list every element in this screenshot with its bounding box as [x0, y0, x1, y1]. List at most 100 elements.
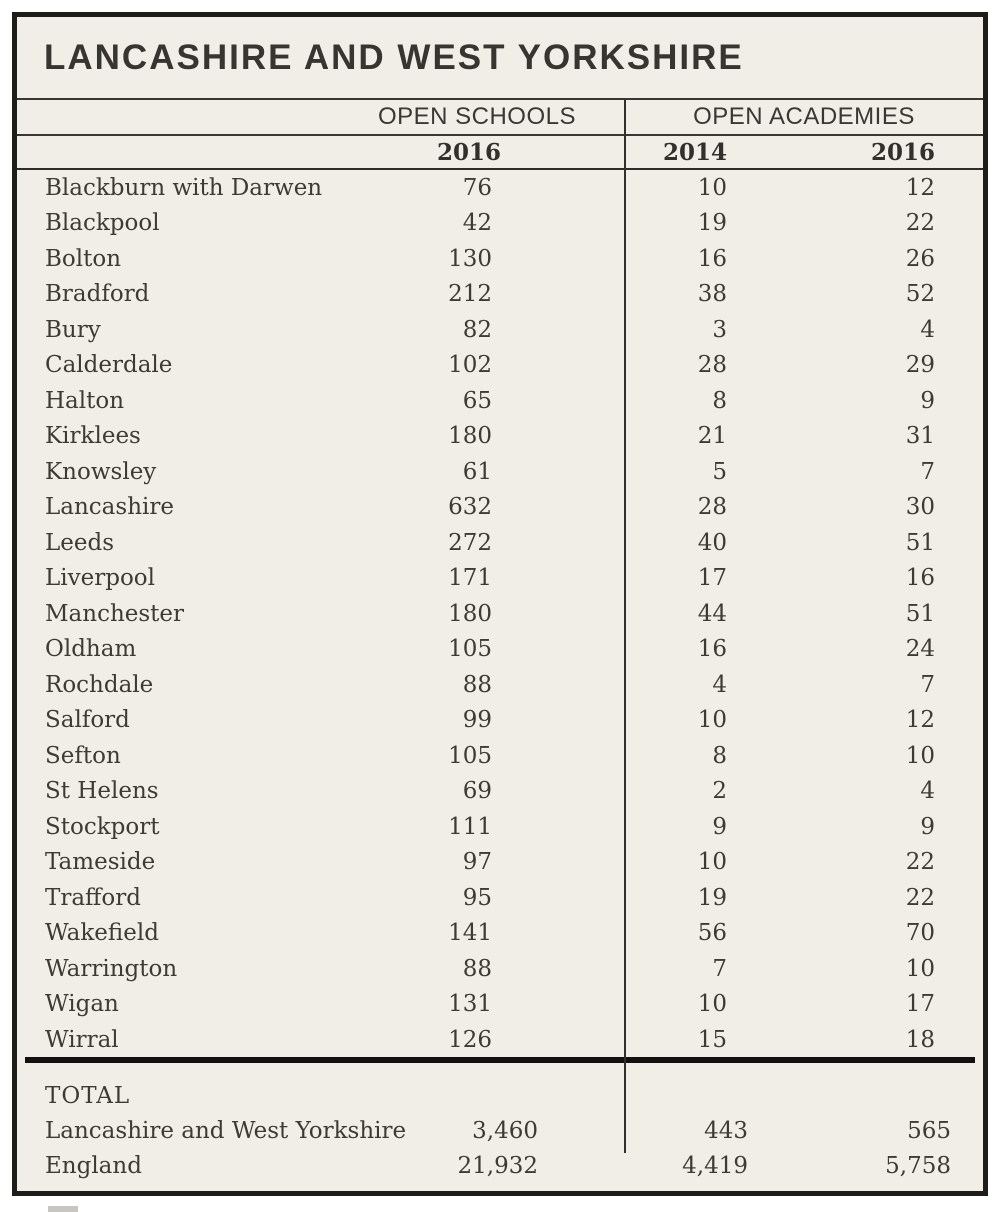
- year-header-row: 2016 2014 2016: [17, 136, 983, 168]
- table-row: Wigan 131 10 17: [17, 987, 983, 1023]
- academies-2016-value: 10: [905, 955, 935, 982]
- academies-2014-value: 9: [712, 813, 727, 840]
- academies-2016-value: 12: [905, 707, 935, 734]
- academies-2014-value: 10: [697, 707, 727, 734]
- row-label: Calderdale: [45, 352, 173, 379]
- table-frame: LANCASHIRE AND WEST YORKSHIRE OPEN SCHOO…: [12, 12, 988, 1196]
- row-label: Stockport: [45, 813, 160, 840]
- academies-2014-value: 10: [697, 174, 727, 201]
- table-row: Halton 65 8 9: [17, 383, 983, 419]
- title-divider-line: [17, 98, 983, 100]
- academies-2016-value: 31: [905, 423, 935, 450]
- page-title: LANCASHIRE AND WEST YORKSHIRE: [44, 38, 744, 77]
- academies-2014-value: 16: [697, 245, 727, 272]
- row-label: Blackpool: [45, 210, 160, 237]
- academies-2014-value: 5: [712, 458, 727, 485]
- totals-body: Lancashire and West Yorkshire 3,460 443 …: [17, 1113, 983, 1183]
- schools-2016-value: 130: [448, 245, 492, 272]
- academies-2016-value: 22: [905, 210, 935, 237]
- row-label: Salford: [45, 707, 130, 734]
- schools-2016-value: 3,460: [472, 1117, 538, 1144]
- row-label: Halton: [45, 387, 125, 414]
- year-header-academies-2016: 2016: [870, 138, 935, 166]
- total-separator-line: [25, 1057, 975, 1063]
- table-row: Lancashire and West Yorkshire 3,460 443 …: [17, 1113, 983, 1148]
- row-label: Bolton: [45, 245, 122, 272]
- academies-2014-value: 4: [712, 671, 727, 698]
- row-label: England: [45, 1152, 142, 1179]
- schools-2016-value: 212: [448, 281, 492, 308]
- academies-2016-value: 12: [905, 174, 935, 201]
- schools-2016-value: 105: [448, 742, 492, 769]
- academies-2016-value: 24: [905, 636, 935, 663]
- row-label: Oldham: [45, 636, 137, 663]
- academies-2014-value: 56: [697, 920, 727, 947]
- row-label: Leeds: [45, 529, 115, 556]
- table-row: Manchester 180 44 51: [17, 596, 983, 632]
- academies-2016-value: 9: [920, 813, 935, 840]
- table-row: Trafford 95 19 22: [17, 880, 983, 916]
- schools-2016-value: 272: [448, 529, 492, 556]
- academies-2016-value: 22: [905, 849, 935, 876]
- row-label: Blackburn with Darwen: [45, 174, 323, 201]
- academies-2014-value: 17: [697, 565, 727, 592]
- academies-2014-value: 19: [697, 210, 727, 237]
- table-row: England 21,932 4,419 5,758: [17, 1148, 983, 1183]
- academies-2016-value: 5,758: [885, 1152, 951, 1179]
- academies-2016-value: 29: [905, 352, 935, 379]
- academies-2016-value: 30: [905, 494, 935, 521]
- column-divider: [624, 100, 626, 1153]
- schools-2016-value: 105: [448, 636, 492, 663]
- academies-2016-value: 565: [907, 1117, 951, 1144]
- table-row: Stockport 111 9 9: [17, 809, 983, 845]
- academies-2014-value: 38: [697, 281, 727, 308]
- year-header-divider-line: [17, 168, 983, 170]
- schools-2016-value: 76: [462, 174, 492, 201]
- schools-2016-value: 99: [462, 707, 492, 734]
- table-row: Leeds 272 40 51: [17, 525, 983, 561]
- schools-2016-value: 111: [448, 813, 492, 840]
- academies-2016-value: 18: [905, 1026, 935, 1053]
- academies-2014-value: 44: [697, 600, 727, 627]
- schools-2016-value: 61: [462, 458, 492, 485]
- row-label: Lancashire: [45, 494, 174, 521]
- table-row: Warrington 88 7 10: [17, 951, 983, 987]
- schools-2016-value: 102: [448, 352, 492, 379]
- schools-2016-value: 88: [462, 671, 492, 698]
- row-label: St Helens: [45, 778, 159, 805]
- totals-section: TOTAL Lancashire and West Yorkshire 3,46…: [17, 1078, 983, 1183]
- row-label: Trafford: [45, 884, 141, 911]
- year-header-schools-2016: 2016: [437, 138, 502, 166]
- table-row: Wirral 126 15 18: [17, 1022, 983, 1058]
- table-row: Lancashire 632 28 30: [17, 490, 983, 526]
- row-label: Lancashire and West Yorkshire: [45, 1117, 407, 1144]
- row-label: Sefton: [45, 742, 121, 769]
- total-label: TOTAL: [45, 1082, 131, 1109]
- academies-2014-value: 28: [697, 494, 727, 521]
- row-label: Manchester: [45, 600, 185, 627]
- schools-2016-value: 141: [448, 920, 492, 947]
- schools-2016-value: 180: [448, 423, 492, 450]
- total-header-row: TOTAL: [17, 1078, 983, 1113]
- academies-2016-value: 10: [905, 742, 935, 769]
- academies-2014-value: 8: [712, 742, 727, 769]
- row-label: Tameside: [45, 849, 156, 876]
- schools-2016-value: 171: [448, 565, 492, 592]
- academies-2016-value: 22: [905, 884, 935, 911]
- table-row: Bradford 212 38 52: [17, 277, 983, 313]
- academies-2016-value: 51: [905, 600, 935, 627]
- academies-2016-value: 26: [905, 245, 935, 272]
- academies-2016-value: 9: [920, 387, 935, 414]
- row-label: Wakefield: [45, 920, 159, 947]
- academies-2014-value: 7: [712, 955, 727, 982]
- table-row: Rochdale 88 4 7: [17, 667, 983, 703]
- table-row: Blackpool 42 19 22: [17, 206, 983, 242]
- year-header-academies-2014: 2014: [662, 138, 727, 166]
- academies-2016-value: 7: [920, 671, 935, 698]
- academies-2014-value: 10: [697, 991, 727, 1018]
- academies-2014-value: 28: [697, 352, 727, 379]
- schools-2016-value: 21,932: [457, 1152, 538, 1179]
- schools-2016-value: 126: [448, 1026, 492, 1053]
- row-label: Liverpool: [45, 565, 156, 592]
- table-row: Liverpool 171 17 16: [17, 561, 983, 597]
